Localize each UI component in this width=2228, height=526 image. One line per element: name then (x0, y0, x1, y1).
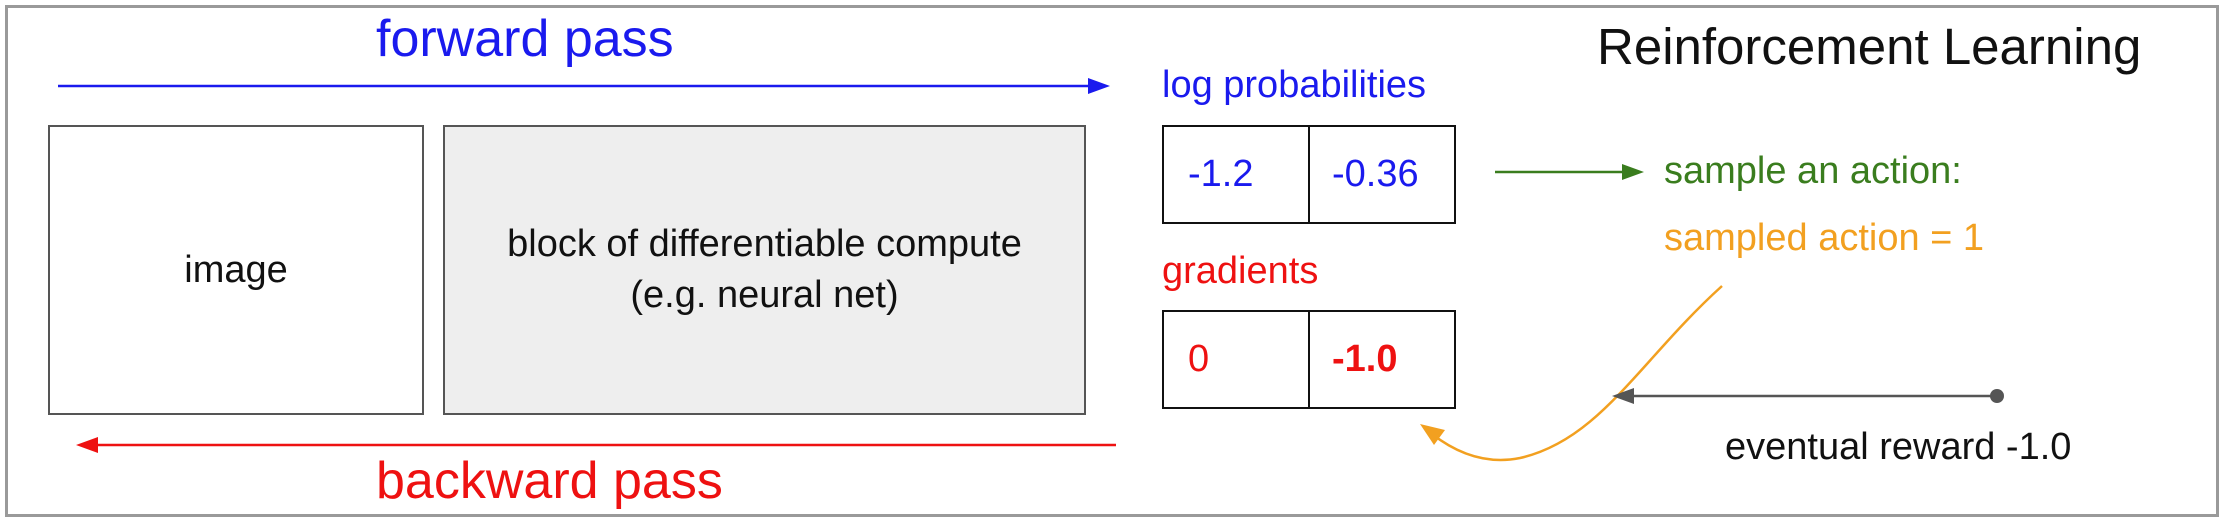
sample-arrow (1495, 164, 1644, 180)
sample-action-label: sample an action: (1664, 150, 1962, 192)
reward-arrow (1612, 388, 2004, 404)
log-probability-cell-1: -0.36 (1308, 125, 1456, 224)
log-probability-cell-0: -1.2 (1162, 125, 1310, 224)
image-block-label: image (184, 248, 288, 291)
forward-pass-label: forward pass (376, 10, 674, 68)
compute-block-label-line1: block of differentiable compute (507, 222, 1022, 265)
sampled-action-curve-arrow (1420, 285, 1723, 462)
compute-block-label-line2: (e.g. neural net) (630, 274, 899, 316)
forward-pass-arrow (58, 78, 1110, 94)
gradient-cell-1: -1.0 (1308, 310, 1456, 409)
reward-source-dot (1990, 389, 2004, 403)
sampled-action-label: sampled action = 1 (1664, 217, 1985, 259)
backward-pass-arrow (76, 437, 1116, 453)
gradients-label: gradients (1162, 250, 1319, 292)
compute-block: block of differentiable compute (e.g. ne… (443, 125, 1086, 415)
image-block: image (48, 125, 424, 415)
gradient-cell-0: 0 (1162, 310, 1310, 409)
eventual-reward-label: eventual reward -1.0 (1725, 426, 2072, 468)
diagram-title: Reinforcement Learning (1597, 18, 2142, 75)
backward-pass-label: backward pass (376, 452, 723, 510)
log-probabilities-label: log probabilities (1162, 64, 1427, 106)
